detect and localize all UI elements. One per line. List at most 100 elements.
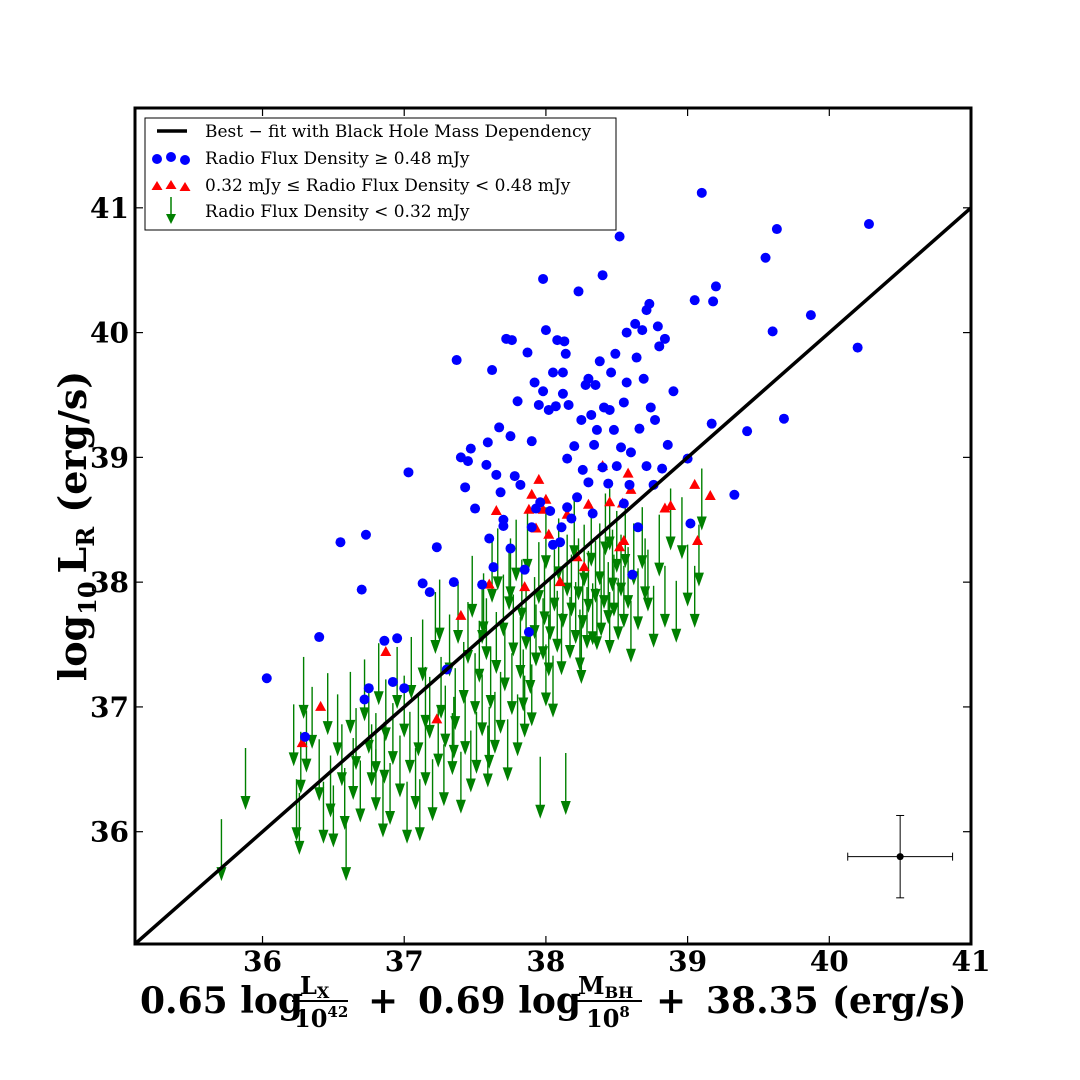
circle-point	[465, 443, 476, 454]
circle-point	[577, 464, 588, 475]
upper-limit-arrow	[552, 590, 563, 653]
x-title-const: 38.35	[706, 980, 819, 1022]
circle-point	[760, 252, 771, 263]
upper-limit-arrow	[394, 735, 405, 798]
circle-point	[363, 683, 374, 694]
circle-point	[538, 386, 549, 397]
circle-point	[399, 683, 410, 694]
triangle-point	[618, 534, 630, 545]
upper-limit-arrow	[465, 730, 476, 793]
triangle-point	[519, 581, 531, 592]
circle-point	[611, 461, 622, 472]
circle-point	[618, 397, 629, 408]
y-tick-label: 36	[90, 816, 129, 849]
upper-limit-arrow	[332, 694, 343, 757]
upper-limit-arrow	[366, 724, 377, 787]
upper-limit-arrow	[402, 781, 413, 844]
x-tick-label: 37	[385, 945, 424, 978]
upper-limit-arrow	[489, 691, 500, 754]
legend-circle-swatch	[152, 152, 190, 165]
triangle-point	[614, 541, 626, 552]
circle-point	[624, 479, 635, 490]
circle-point	[548, 539, 558, 550]
circle-point	[487, 365, 498, 376]
circle-point	[641, 461, 652, 472]
circle-point	[392, 633, 403, 644]
upper-limit-arrow	[474, 620, 485, 683]
upper-limit-arrow	[676, 497, 687, 560]
circle-point	[424, 587, 435, 598]
upper-limit-arrow	[693, 524, 704, 587]
y-tick-label: 37	[90, 691, 129, 724]
x-tick-label: 36	[243, 945, 282, 978]
upper-limit-arrow	[491, 612, 502, 675]
upper-limit-arrow	[665, 488, 676, 551]
circle-point	[621, 377, 632, 388]
circle-point	[729, 489, 740, 500]
upper-limit-arrow	[355, 760, 366, 823]
x-tick-label: 38	[526, 945, 565, 978]
upper-limit-arrow	[348, 738, 359, 801]
upper-limit-arrow	[525, 631, 536, 694]
circle-point	[522, 347, 533, 358]
circle-point	[559, 336, 570, 347]
circle-point	[572, 492, 583, 503]
circle-point	[603, 478, 614, 489]
circle-point	[563, 399, 574, 410]
circle-point	[482, 437, 493, 448]
upper-limit-arrow	[448, 696, 459, 759]
upper-limit-arrow	[450, 668, 461, 731]
circle-point	[498, 521, 509, 531]
circle-point	[506, 335, 517, 346]
x-title-frac2-num: MBH	[578, 971, 633, 1002]
circle-point	[634, 423, 645, 434]
upper-limit-arrow	[240, 748, 251, 811]
upper-limit-arrow	[434, 579, 445, 642]
fit-line-group	[135, 206, 971, 944]
upper-limit-arrow	[633, 568, 644, 631]
circle-point	[631, 352, 642, 363]
representative-error-bar	[847, 814, 954, 899]
circle-point	[550, 401, 561, 412]
x-title-frac1-num: LX	[300, 971, 330, 1002]
circle-point	[505, 543, 516, 554]
circle-point	[481, 459, 492, 470]
best-fit-line	[135, 206, 971, 944]
circle-point	[545, 506, 556, 517]
upper-limit-arrow	[604, 592, 615, 655]
circle-point	[685, 518, 696, 529]
circle-point	[526, 436, 537, 447]
triangle-point	[554, 576, 566, 587]
triangle-point	[526, 488, 538, 499]
series-upper-limits	[216, 468, 707, 882]
circle-point	[523, 627, 534, 638]
circle-point	[708, 296, 719, 307]
circle-point	[488, 562, 499, 573]
triangle-point	[582, 498, 594, 509]
triangle-point	[523, 503, 535, 514]
triangle-point	[604, 496, 616, 507]
y-axis-title: log10LR(erg/s)	[50, 371, 102, 681]
circle-point	[616, 442, 627, 453]
upper-limit-arrow	[671, 580, 682, 643]
upper-limit-arrow	[484, 706, 495, 769]
upper-limit-arrow	[471, 711, 482, 774]
circle-point	[573, 286, 584, 297]
circle-point	[645, 402, 656, 413]
circle-point	[460, 482, 471, 493]
circle-point	[633, 522, 644, 533]
circle-point	[805, 310, 816, 321]
circle-point	[505, 431, 516, 442]
circle-point	[512, 396, 523, 407]
circle-point	[470, 503, 481, 514]
circle-point	[668, 386, 679, 397]
legend: Best − fit with Black Hole Mass Dependen…	[144, 117, 617, 231]
upper-limit-arrow	[539, 563, 550, 626]
upper-limit-arrow	[506, 653, 517, 716]
legend-label-fit: Best − fit with Black Hole Mass Dependen…	[205, 122, 592, 142]
circle-point	[652, 321, 663, 332]
x-title-plus1: +	[368, 980, 398, 1022]
circle-point	[462, 456, 473, 467]
triangle-point	[490, 505, 502, 516]
